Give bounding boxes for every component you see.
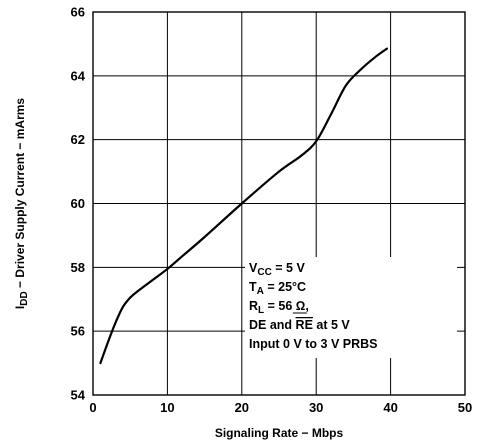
y-axis-label-prefix: I xyxy=(13,306,27,309)
y-axis-label-rest: − Driver Supply Current − mArms xyxy=(13,98,27,292)
y-tick-label: 54 xyxy=(71,388,86,403)
x-tick-label: 50 xyxy=(458,400,472,415)
x-axis-label: Signaling Rate − Mbps xyxy=(215,426,344,440)
y-tick-label: 60 xyxy=(71,196,85,211)
annotation: VCC = 5 V TA = 25°C RL = 56 Ω, DE and RE at… xyxy=(249,261,378,351)
annotation-line: RL = 56 Ω, xyxy=(249,299,309,316)
y-axis-label-subscript: DD xyxy=(19,291,30,305)
y-tick-label: 66 xyxy=(71,5,85,20)
annotation-line: DE and RE at 5 V xyxy=(249,318,350,332)
x-tick-label: 40 xyxy=(383,400,397,415)
x-tick-label: 10 xyxy=(160,400,174,415)
annotation-line: TA = 25°C xyxy=(249,280,306,297)
y-tick-label: 64 xyxy=(71,68,86,83)
tick-labels: 0 10 20 30 40 50 54 56 58 60 62 64 66 xyxy=(71,5,473,416)
annotation-box xyxy=(245,257,457,358)
x-tick-label: 30 xyxy=(309,400,323,415)
y-axis-label: IDD − Driver Supply Current − mArms xyxy=(13,98,30,310)
annotation-line: VCC = 5 V xyxy=(249,261,305,278)
y-tick-label: 62 xyxy=(71,132,85,147)
x-tick-label: 20 xyxy=(235,400,249,415)
plot-frame xyxy=(92,11,466,396)
series xyxy=(99,47,388,365)
x-tick-label: 0 xyxy=(89,400,96,415)
annotation-line: Input 0 V to 3 V PRBS xyxy=(249,337,378,351)
series-line-0 xyxy=(99,47,388,365)
y-tick-label: 56 xyxy=(71,324,85,339)
y-tick-label: 58 xyxy=(71,260,85,275)
